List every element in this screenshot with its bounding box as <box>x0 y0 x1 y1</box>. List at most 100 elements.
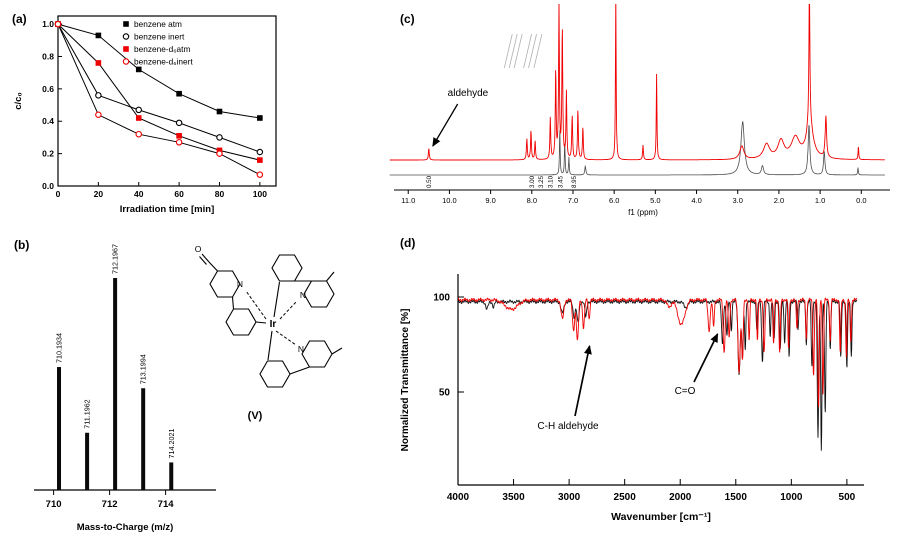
legend-marker <box>122 58 130 65</box>
x-tick-label: 2500 <box>614 492 637 503</box>
x-tick-label: 1.0 <box>815 196 825 205</box>
ir-c-bond <box>255 321 267 324</box>
integral-mark <box>508 33 518 69</box>
mass-peak-label: 712.1967 <box>111 244 120 274</box>
integral-value: 8.95 <box>571 175 578 188</box>
integral-value: 3.25 <box>538 175 545 188</box>
panel-b-label: (b) <box>14 238 30 252</box>
x-tick-label: 10.0 <box>442 196 457 205</box>
integral-value: 0.50 <box>426 175 433 188</box>
legend-label: benzene-d₆atm <box>134 44 190 54</box>
x-tick-label: 714 <box>158 499 175 510</box>
series-line <box>57 23 260 119</box>
data-marker <box>216 134 223 141</box>
pyridine-ring-cho <box>209 270 241 298</box>
x-axis-title: Mass-to-Charge (m/z) <box>77 522 174 533</box>
ir-annotation-co-arrow <box>693 333 719 383</box>
data-marker <box>257 115 263 121</box>
nmr-annotation-label: aldehyde <box>448 88 489 99</box>
x-tick-label: 3000 <box>558 492 581 503</box>
nmr-spectrum-chart: 11.0 10.0 9.0 8.0 7.0 6.0 5.0 4.0 3.0 2.0 1.0 0.0 f1… <box>389 4 890 217</box>
plot-frame <box>57 15 277 187</box>
integral-mark <box>528 33 537 69</box>
ir-trace-red-trace <box>457 297 858 408</box>
data-marker <box>95 111 102 119</box>
x-tick-label: 4.0 <box>691 196 701 205</box>
integral-mark <box>513 33 523 69</box>
panel-a-label: (a) <box>12 12 27 26</box>
panel-nmr: (c) 11.0 10.0 9.0 8.0 7.0 6.0 5.0 4.0 3.0 2.0 1.0 0… <box>386 4 898 226</box>
c-o-double-bond <box>199 256 207 265</box>
x-tick-label: 2000 <box>669 492 692 503</box>
y-axis-title: c/c₀ <box>13 92 24 110</box>
y-tick-label: 100 <box>433 293 450 304</box>
kinetics-line-chart: 0 20 40 60 80 100 0.0 0.2 0.4 0.6 0.8 1.0 Irradiatio… <box>13 15 277 215</box>
mass-peak-label: 714.2021 <box>167 428 176 458</box>
data-marker <box>95 60 102 66</box>
legend-marker <box>122 33 130 40</box>
ir-c-bond <box>273 281 281 318</box>
legend-marker <box>123 46 129 52</box>
oxygen-atom-label: O <box>195 244 202 254</box>
nitrogen-atom-label: N <box>298 344 304 354</box>
nitrogen-atom-label: N <box>300 290 306 300</box>
x-tick-label: 0.0 <box>856 196 866 205</box>
series-line <box>57 23 261 176</box>
ir-annotation-co-label: C=O <box>675 386 696 397</box>
nitrogen-atom-label: N <box>237 279 243 289</box>
x-tick-label: 500 <box>839 492 856 503</box>
x-axis-title: Irradiation time [min] <box>120 204 214 215</box>
y-tick-label: 50 <box>439 388 451 399</box>
x-tick-label: 40 <box>134 189 144 199</box>
x-tick-label: 20 <box>94 189 104 199</box>
ir-annotation-ch-arrow <box>574 345 592 417</box>
data-marker <box>176 133 182 139</box>
phenyl-ring-1 <box>225 308 257 336</box>
ir-spectrum-chart: 100 50 4000 3500 3000 2500 2000 1500 1000 500 Wave… <box>400 274 864 523</box>
x-tick-label: 8.0 <box>527 196 537 205</box>
panel-ir: (d) 100 50 4000 3500 3000 2500 2000 1500 1000 500… <box>386 230 898 544</box>
x-tick-label: 100 <box>253 189 267 199</box>
x-tick-label: 1500 <box>725 492 748 503</box>
data-marker <box>216 150 223 157</box>
x-tick-label: 1000 <box>780 492 803 503</box>
data-marker <box>256 148 264 156</box>
nmr-annotation-arrow <box>432 103 459 147</box>
series-line <box>57 23 261 153</box>
data-marker <box>95 32 102 39</box>
cho-bond <box>208 261 218 272</box>
ir-n-dative-bond <box>245 290 267 320</box>
mass-peak-bar <box>169 462 174 490</box>
x-tick-label: 6.0 <box>609 196 619 205</box>
ir-trace-black-trace <box>457 299 858 451</box>
iridium-atom-label: Ir <box>270 319 277 330</box>
data-marker <box>95 92 102 99</box>
legend-label: benzene-d₆inert <box>134 57 193 67</box>
y-tick-label: 1.0 <box>42 19 54 29</box>
integral-value: 3.00 <box>529 175 536 188</box>
legend-label: benzene inert <box>134 32 185 42</box>
ring-bond <box>289 366 310 375</box>
x-tick-label: 7.0 <box>568 196 578 205</box>
phenyl-ring-2 <box>271 254 303 282</box>
phenyl-ring-3 <box>259 360 291 388</box>
mass-peak-label: 710.1934 <box>55 333 64 363</box>
x-axis-title: Wavenumber [cm⁻¹] <box>611 511 711 523</box>
mass-peak-bar <box>141 388 146 490</box>
x-tick-label: 80 <box>215 189 225 199</box>
data-marker <box>257 157 263 163</box>
mass-peak-bar <box>85 432 90 490</box>
mass-peak-bar <box>57 367 62 490</box>
x-tick-label: 2.0 <box>774 196 784 205</box>
legend-label: benzene atm <box>134 19 182 29</box>
ir-c-bond <box>267 330 273 361</box>
data-marker <box>175 139 183 146</box>
data-marker <box>135 66 142 73</box>
integral-value: 3.45 <box>558 175 565 188</box>
x-tick-label: 9.0 <box>485 196 495 205</box>
mass-spectrum-chart: Ir N N N O (V) 710 712 714 Mass-to-Charge (… <box>34 244 343 533</box>
data-marker <box>135 106 142 114</box>
c-o-double-bond <box>201 253 210 263</box>
data-marker <box>175 119 183 127</box>
integral-mark <box>523 33 533 69</box>
